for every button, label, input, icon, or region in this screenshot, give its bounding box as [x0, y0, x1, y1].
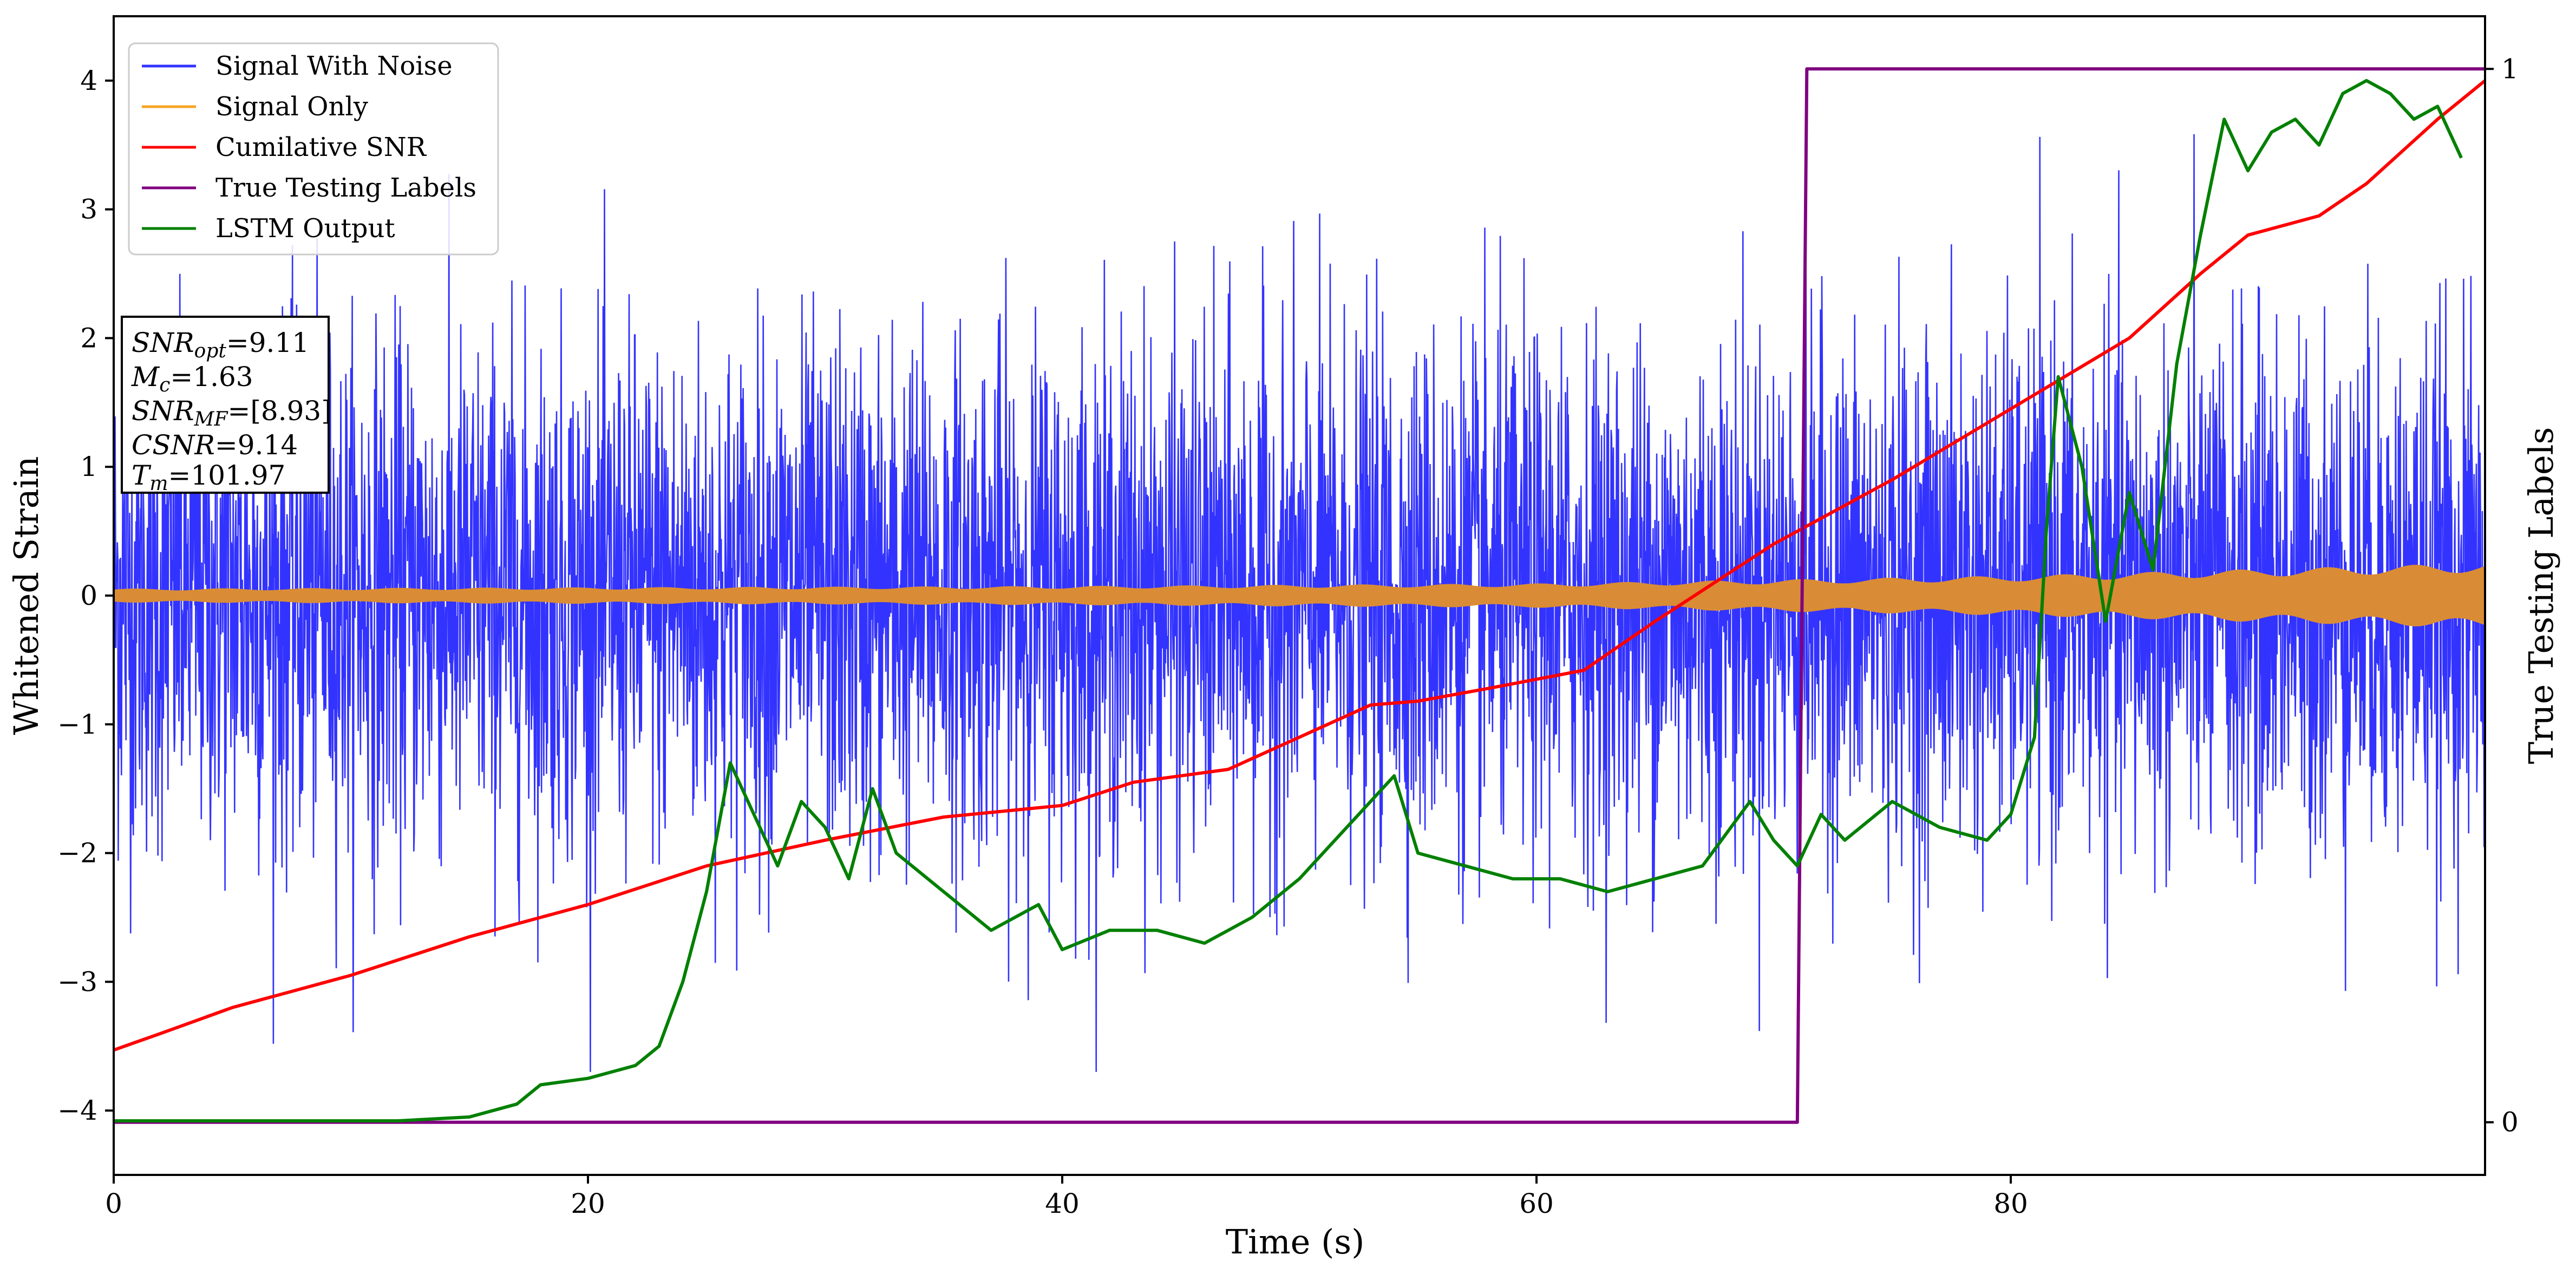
series-line-lstm-output: [114, 79, 2463, 1123]
y2-axis-label: True Testing Labels: [2521, 427, 2561, 765]
legend-label: LSTM Output: [215, 213, 395, 244]
y-tick-label: −1: [57, 709, 97, 740]
y-tick-label: −2: [57, 838, 97, 869]
y2-tick-label: 0: [2501, 1107, 2519, 1138]
legend-item: Signal Only: [142, 92, 368, 122]
x-tick-label: 0: [105, 1188, 122, 1219]
y-tick-label: 4: [80, 65, 97, 96]
x-tick-label: 20: [571, 1188, 605, 1219]
y-tick-label: 3: [80, 194, 97, 225]
info-tm: Tm=101.97: [132, 460, 285, 495]
y-tick-label: −4: [57, 1095, 97, 1126]
series-line-signal-with-noise: [113, 134, 2486, 1072]
x-tick-label: 60: [1519, 1188, 1554, 1219]
legend-item: Cumilative SNR: [142, 132, 427, 162]
y2-tick-label: 1: [2501, 53, 2519, 84]
legend-label: Cumilative SNR: [215, 132, 427, 162]
y-tick-label: −3: [57, 966, 97, 997]
legend-label: True Testing Labels: [215, 173, 476, 203]
legend-label: Signal Only: [215, 92, 368, 122]
y-tick-label: 2: [80, 322, 97, 354]
legend-item: Signal With Noise: [142, 51, 453, 81]
series-line-cumulative-snr: [113, 79, 2486, 1052]
series-line-true-testing-labels: [114, 67, 2485, 1124]
legend-item: True Testing Labels: [142, 173, 476, 203]
legend-label: Signal With Noise: [215, 51, 453, 81]
info-snr-opt: SNRopt=9.11: [132, 327, 309, 362]
x-tick-label: 40: [1045, 1188, 1080, 1219]
info-box: SNRopt=9.11 Mc=1.63 SNRMF=[8.93] CSNR=9.…: [121, 316, 332, 495]
info-snr-mf: SNRMF=[8.93]: [132, 395, 332, 430]
legend-frame: [128, 42, 499, 256]
legend: Signal With Noise Signal Only Cumilative…: [128, 42, 499, 256]
info-box-frame: [121, 316, 330, 494]
x-axis-label: Time (s): [1226, 1222, 1365, 1262]
x-tick-label: 80: [1993, 1188, 2028, 1219]
y-axis-label: Whitened Strain: [6, 456, 46, 735]
y-tick-label: 1: [80, 451, 97, 482]
info-csnr: CSNR=9.14: [132, 429, 298, 461]
y-tick-label: 0: [80, 580, 97, 611]
legend-item: LSTM Output: [142, 213, 395, 244]
info-mc: Mc=1.63: [131, 361, 253, 396]
